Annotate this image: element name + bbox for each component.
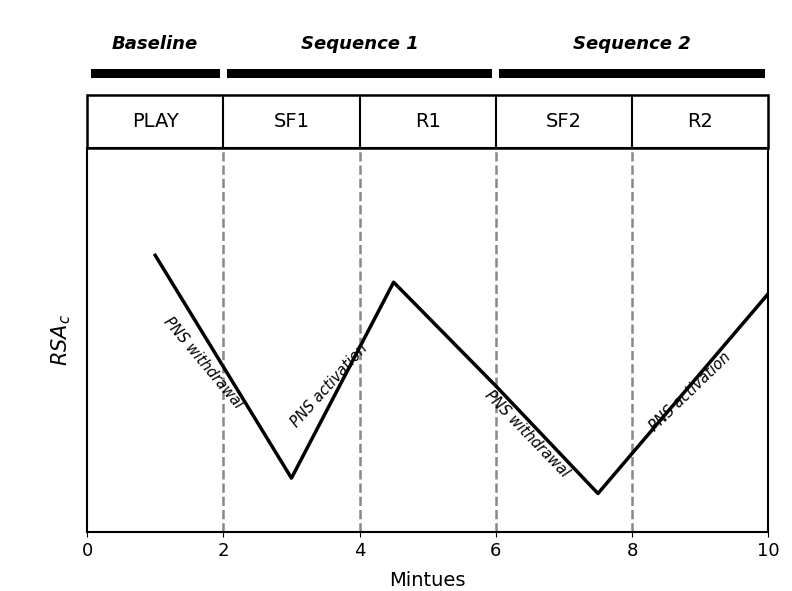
Text: R1: R1 (415, 112, 440, 131)
Text: R2: R2 (687, 112, 713, 131)
Bar (499, 69, 765, 78)
X-axis label: Mintues: Mintues (390, 571, 466, 590)
Text: SF1: SF1 (273, 112, 310, 131)
Bar (227, 69, 493, 78)
Bar (90, 69, 220, 78)
Text: PLAY: PLAY (131, 112, 179, 131)
Text: Baseline: Baseline (112, 35, 198, 53)
Text: Sequence 1: Sequence 1 (301, 35, 418, 53)
Text: Sequence 2: Sequence 2 (573, 35, 691, 53)
Text: PNS withdrawal: PNS withdrawal (482, 388, 572, 480)
Text: PNS activation: PNS activation (646, 349, 733, 434)
Y-axis label: RSA$_c$: RSA$_c$ (50, 314, 73, 366)
Text: PNS withdrawal: PNS withdrawal (161, 314, 246, 411)
Text: SF2: SF2 (546, 112, 582, 131)
Text: PNS activation: PNS activation (287, 342, 370, 430)
